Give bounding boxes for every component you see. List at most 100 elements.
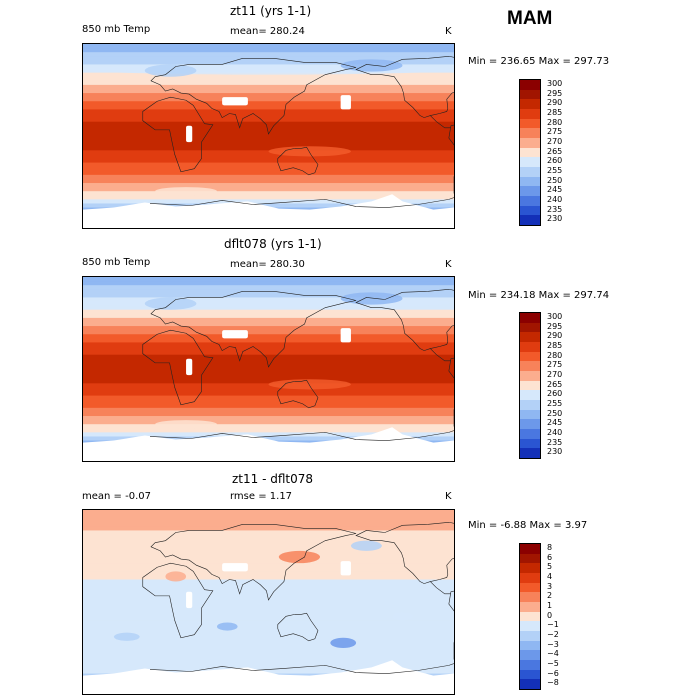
field-band [83, 665, 454, 670]
colorbar-tick-label: 1 [547, 601, 553, 610]
field-patch [268, 146, 351, 157]
field-band [83, 358, 454, 364]
colorbar-tick-label: 250 [547, 408, 563, 418]
field-band [83, 428, 454, 433]
panel-2-minmax: Min = 234.18 Max = 297.74 [468, 290, 610, 301]
colorbar-swatch [520, 322, 540, 333]
field-band [83, 661, 454, 666]
colorbar-tick-label: −8 [547, 678, 559, 688]
field-patch [268, 379, 351, 390]
panel-3-units: K [445, 491, 452, 502]
colorbar-tick-label: 230 [547, 214, 563, 224]
field-band [83, 80, 454, 86]
field-band [83, 170, 454, 176]
field-patch [216, 622, 238, 631]
colorbar-swatch [520, 138, 540, 149]
colorbar-swatch [520, 419, 540, 430]
field-band [83, 550, 454, 556]
coastline [151, 524, 356, 600]
field-patch [113, 632, 140, 641]
panel-2-mean: mean= 280.30 [230, 259, 305, 270]
panel-1-variable: 850 mb Temp [82, 24, 151, 35]
colorbar-swatch [520, 80, 540, 91]
panel-1-colorbar [519, 79, 541, 226]
colorbar-swatch [520, 215, 540, 226]
field-band [83, 305, 454, 311]
coastline [151, 58, 356, 134]
colorbar-swatch [520, 118, 540, 129]
coastline [278, 613, 318, 641]
field-band [83, 346, 454, 352]
colorbar-swatch [520, 660, 540, 671]
panel-3-title: zt11 - dflt078 [232, 472, 314, 486]
field-band [83, 362, 454, 368]
field-band [83, 334, 454, 339]
field-band [83, 391, 454, 397]
colorbar-tick-label: 250 [547, 175, 563, 185]
antarctica-mask [83, 427, 454, 461]
colorbar-swatch [520, 99, 540, 110]
coastline [143, 330, 213, 405]
coastline [143, 563, 213, 638]
colorbar-tick-label: 295 [547, 321, 563, 331]
colorbar-swatch [520, 176, 540, 187]
colorbar-tick-label: 280 [547, 350, 563, 360]
field-band [83, 277, 454, 282]
colorbar-tick-label: 275 [547, 360, 563, 370]
field-band [83, 321, 454, 327]
colorbar-tick-label: 290 [547, 331, 563, 341]
field-band [83, 636, 454, 642]
field-band [83, 52, 454, 57]
coastline [278, 147, 318, 175]
field-band [83, 387, 454, 392]
panel-1-map-svg [83, 44, 454, 228]
colorbar-swatch [520, 544, 540, 555]
colorbar-swatch [520, 147, 540, 158]
colorbar-swatch [520, 640, 540, 651]
colorbar-swatch [520, 679, 540, 690]
coastline [278, 380, 318, 408]
panel-1-minmax: Min = 236.65 Max = 297.73 [468, 56, 610, 67]
field-band [83, 571, 454, 576]
colorbar-swatch [520, 342, 540, 353]
colorbar-tick-label: 0 [547, 610, 553, 620]
field-band [83, 583, 454, 589]
field-band [83, 399, 454, 405]
field-band [83, 669, 454, 675]
field-band [83, 166, 454, 172]
panel-3-map-svg [83, 510, 454, 694]
colorbar-tick-label: 300 [547, 79, 563, 88]
colorbar-tick-label: 260 [547, 389, 563, 399]
colorbar-swatch [520, 390, 540, 401]
field-band [83, 195, 454, 200]
colorbar-tick-label: 4 [547, 572, 553, 581]
topography-mask [222, 97, 248, 106]
colorbar-tick-label: 235 [547, 437, 563, 447]
panel-3-map [82, 509, 455, 695]
colorbar-tick-label: 280 [547, 117, 563, 127]
coastline [356, 289, 454, 350]
field-band [83, 542, 454, 548]
field-band [83, 383, 454, 388]
colorbar-swatch [520, 400, 540, 411]
field-band [83, 162, 454, 168]
colorbar-swatch [520, 650, 540, 661]
field-band [83, 105, 454, 110]
panel-2-variable: 850 mb Temp [82, 257, 151, 268]
colorbar-tick-label: 230 [547, 447, 563, 457]
field-band [83, 371, 454, 376]
field-band [83, 595, 454, 601]
field-band [83, 93, 454, 98]
colorbar-tick-label: 295 [547, 88, 563, 98]
coastline [150, 192, 454, 207]
colorbar-swatch [520, 602, 540, 613]
colorbar-swatch [520, 205, 540, 216]
colorbar-tick-label: −6 [547, 668, 559, 678]
colorbar-swatch [520, 631, 540, 642]
field-band [83, 587, 454, 593]
field-band [83, 407, 454, 413]
field-band [83, 199, 454, 204]
field-band [83, 575, 454, 581]
field-band [83, 591, 454, 597]
field-band [83, 424, 454, 429]
